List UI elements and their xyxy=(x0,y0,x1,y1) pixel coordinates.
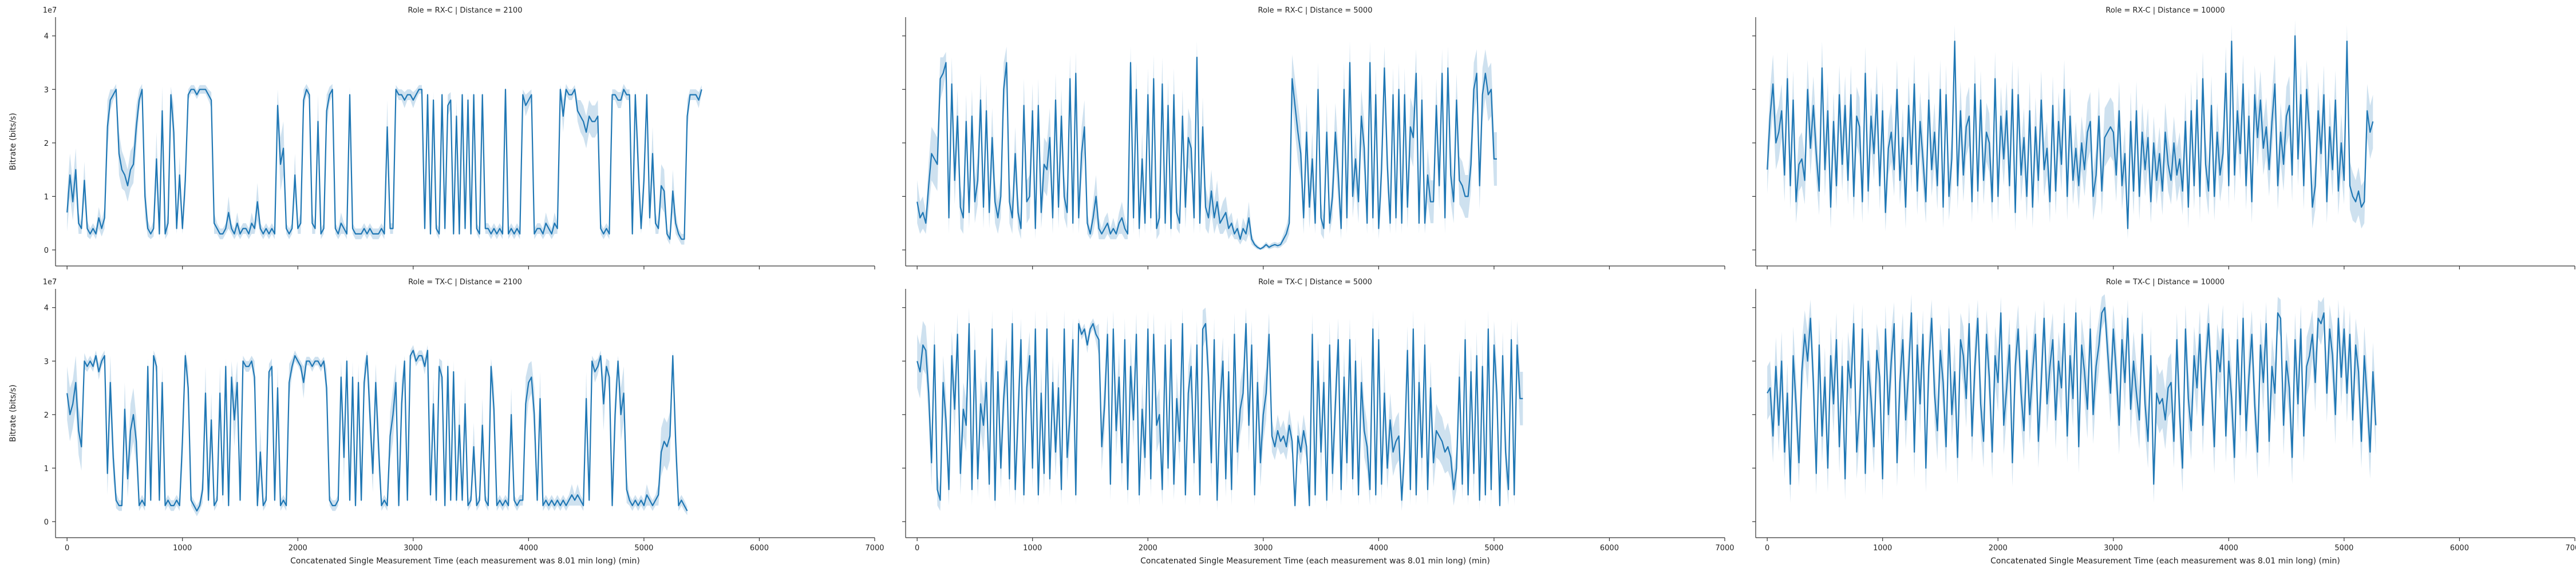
panel-title: Role = RX-C | Distance = 10000 xyxy=(2105,6,2225,15)
y-offset-multiplier: 1e7 xyxy=(43,6,57,15)
y-axis-label: Bitrate (bits/s) xyxy=(9,113,18,170)
x-tick-label: 1000 xyxy=(1023,544,1042,553)
x-tick-label: 0 xyxy=(1765,544,1769,553)
panel-title: Role = TX-C | Distance = 2100 xyxy=(408,278,522,287)
x-tick-label: 0 xyxy=(915,544,919,553)
y-tick-label: 0 xyxy=(44,518,49,527)
x-axis-label: Concatenated Single Measurement Time (ea… xyxy=(1140,557,1490,566)
y-tick-label: 0 xyxy=(44,247,49,255)
x-tick-label: 7000 xyxy=(2565,544,2576,553)
y-tick-label: 3 xyxy=(44,86,49,94)
x-tick-label: 3000 xyxy=(1254,544,1273,553)
series-line xyxy=(66,89,702,240)
x-axis-label: Concatenated Single Measurement Time (ea… xyxy=(290,557,640,566)
x-tick-label: 7000 xyxy=(1715,544,1734,553)
series-line xyxy=(1767,35,2374,229)
y-offset-multiplier: 1e7 xyxy=(43,278,57,287)
panel-title: Role = RX-C | Distance = 2100 xyxy=(408,6,523,15)
x-tick-label: 2000 xyxy=(1139,544,1157,553)
x-tick-label: 5000 xyxy=(1484,544,1503,553)
y-tick-label: 1 xyxy=(44,193,49,201)
x-tick-label: 6000 xyxy=(750,544,769,553)
y-tick-label: 4 xyxy=(44,33,49,41)
x-tick-label: 1000 xyxy=(1873,544,1892,553)
facet-panel: Role = RX-C | Distance = 5000 xyxy=(902,6,1725,269)
facet-panel: Role = RX-C | Distance = 2100 0 1 2 3 4 Bitrat… xyxy=(9,6,875,269)
x-tick-label: 4000 xyxy=(1369,544,1388,553)
x-tick-label: 5000 xyxy=(2334,544,2353,553)
facet-panel: Role = TX-C | Distance = 10000 0 1000 2000 3… xyxy=(1752,278,2576,566)
x-tick-label: 3000 xyxy=(2104,544,2123,553)
facet-panel: Role = TX-C | Distance = 5000 0 1000 2000 30… xyxy=(902,278,1735,566)
x-tick-label: 4000 xyxy=(2219,544,2238,553)
x-tick-label: 2000 xyxy=(289,544,307,553)
x-tick-label: 6000 xyxy=(2450,544,2469,553)
x-tick-label: 6000 xyxy=(1600,544,1619,553)
y-tick-label: 1 xyxy=(44,464,49,473)
panel-title: Role = TX-C | Distance = 5000 xyxy=(1258,278,1372,287)
x-tick-label: 3000 xyxy=(404,544,422,553)
x-tick-label: 1000 xyxy=(173,544,192,553)
y-tick-label: 2 xyxy=(44,140,49,148)
series-line xyxy=(1767,307,2377,485)
x-tick-label: 5000 xyxy=(634,544,653,553)
panel-title: Role = RX-C | Distance = 5000 xyxy=(1258,6,1373,15)
x-axis-label: Concatenated Single Measurement Time (ea… xyxy=(1990,557,2340,566)
y-tick-label: 2 xyxy=(44,411,49,420)
x-tick-label: 0 xyxy=(65,544,69,553)
x-tick-label: 7000 xyxy=(865,544,884,553)
facet-panel: Role = RX-C | Distance = 10000 xyxy=(1752,6,2575,269)
panel-title: Role = TX-C | Distance = 10000 xyxy=(2106,278,2225,287)
x-tick-label: 4000 xyxy=(519,544,538,553)
series-line xyxy=(66,349,688,512)
y-tick-label: 4 xyxy=(44,304,49,313)
x-tick-label: 2000 xyxy=(1989,544,2008,553)
y-tick-label: 3 xyxy=(44,357,49,366)
y-axis-label: Bitrate (bits/s) xyxy=(9,384,18,442)
series-line xyxy=(916,57,1497,250)
series-line xyxy=(916,323,1523,506)
